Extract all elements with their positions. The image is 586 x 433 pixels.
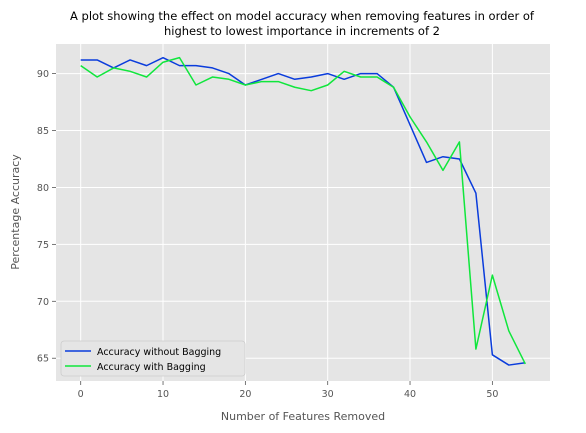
y-tick-label: 75: [37, 240, 49, 251]
plot-area: [56, 44, 550, 381]
x-axis-label: Number of Features Removed: [221, 410, 385, 423]
legend-label-with-bagging: Accuracy with Bagging: [97, 362, 206, 373]
legend: Accuracy without Bagging Accuracy with B…: [60, 340, 246, 377]
y-axis-label: Percentage Accuracy: [9, 154, 22, 270]
y-axis-ticks: 65 70 75 80 85 90: [37, 69, 56, 365]
series-lines: [80, 56, 526, 366]
x-tick-label: 40: [404, 389, 416, 400]
y-tick-label: 90: [37, 69, 49, 80]
legend-label-without-bagging: Accuracy without Bagging: [97, 347, 221, 358]
x-tick-label: 30: [322, 389, 334, 400]
x-axis-ticks: 0 10 20 30 40 50: [78, 381, 498, 400]
series-line-accuracy-with-bagging: [80, 56, 526, 365]
y-tick-label: 65: [37, 354, 49, 365]
x-tick-label: 20: [239, 389, 251, 400]
chart-title-line-2: highest to lowest importance in incremen…: [164, 24, 440, 38]
y-tick-label: 85: [37, 126, 49, 137]
y-tick-label: 80: [37, 183, 49, 194]
chart-title-line-1: A plot showing the effect on model accur…: [70, 9, 535, 23]
x-tick-label: 10: [157, 389, 169, 400]
x-tick-label: 0: [78, 389, 84, 400]
legend-box: [60, 340, 246, 377]
x-tick-label: 50: [486, 389, 498, 400]
series-line-accuracy-without-bagging: [80, 56, 526, 366]
y-tick-label: 70: [37, 297, 49, 308]
